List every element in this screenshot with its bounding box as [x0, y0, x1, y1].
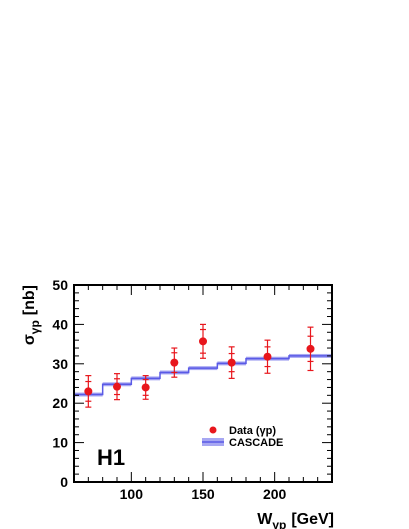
x-axis-title-unit: [GeV]	[291, 511, 334, 528]
y-axis-title-main: σ	[21, 334, 38, 345]
y-tick-label: 0	[60, 474, 68, 490]
x-tick-label: 150	[191, 486, 215, 502]
x-tick-label: 200	[263, 486, 287, 502]
data-marker	[227, 358, 236, 367]
y-axis-title: σγp [nb]	[21, 285, 42, 345]
data-point	[227, 346, 236, 379]
data-marker	[263, 352, 272, 361]
data-marker	[84, 387, 93, 396]
legend: Data (γp)CASCADE	[202, 425, 283, 449]
legend-label: CASCADE	[229, 437, 283, 449]
y-axis-title-unit: [nb]	[21, 285, 38, 315]
y-tick-label: 10	[52, 435, 68, 451]
data-point	[263, 339, 272, 374]
x-tick-label: 100	[120, 486, 144, 502]
data-marker	[141, 383, 150, 392]
legend-dot-marker	[209, 426, 217, 434]
ticks-layer: 100 150 200 0 10 20 30 40 50	[52, 277, 333, 502]
x-axis-title: Wγp [GeV]	[257, 511, 334, 529]
y-tick-label: 20	[52, 395, 68, 411]
y-axis-title-sub: γp	[28, 320, 42, 334]
data-marker	[199, 337, 207, 346]
y-tick-label: 40	[52, 316, 68, 332]
y-tick-label: 30	[52, 356, 68, 372]
experiment-label: H1	[97, 445, 125, 470]
data-marker	[306, 344, 315, 353]
legend-label: Data (γp)	[229, 425, 276, 437]
data-point	[199, 323, 207, 359]
legend-entry: Data (γp)	[209, 425, 276, 437]
cascade-line	[74, 355, 332, 396]
data-marker	[113, 382, 121, 391]
data-point	[84, 375, 93, 408]
data-point	[141, 375, 150, 400]
cascade-layer	[74, 353, 332, 397]
data-point	[170, 347, 179, 378]
data-point	[306, 326, 315, 372]
x-axis-title-sub: γp	[272, 518, 286, 529]
x-axis-title-main: W	[257, 511, 273, 528]
y-tick-label: 50	[52, 277, 68, 293]
data-marker	[170, 358, 179, 367]
data-point	[113, 373, 121, 401]
data-points-layer	[84, 323, 315, 408]
legend-entry: CASCADE	[202, 437, 283, 449]
